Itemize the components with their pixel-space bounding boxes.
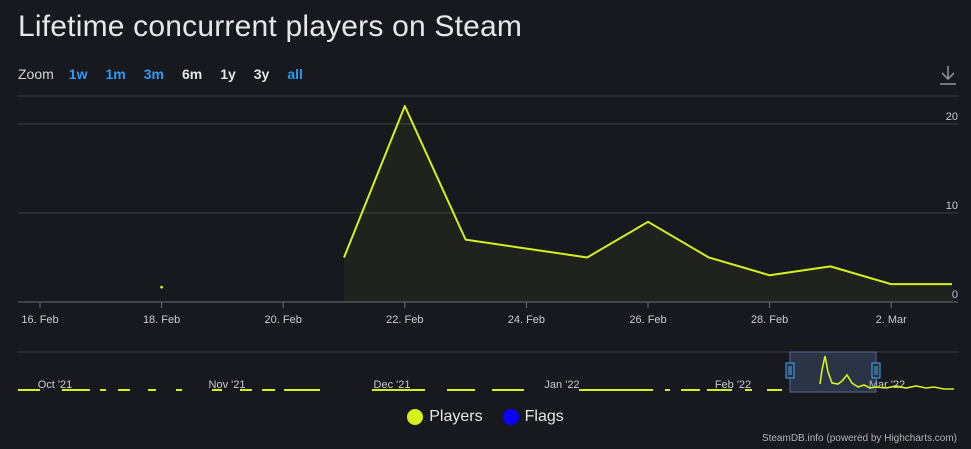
x-tick-label: 16. Feb	[21, 314, 58, 326]
zoom-label: Zoom	[18, 66, 54, 82]
zoom-selector: Zoom 1w 1m 3m 6m 1y 3y all	[18, 66, 312, 82]
navigator-label: Jan '22	[544, 379, 579, 391]
navigator-series-line	[819, 355, 954, 390]
y-axis: 0 10 20	[946, 111, 958, 301]
zoom-1w-button[interactable]: 1w	[68, 66, 88, 82]
x-axis: 16. Feb 18. Feb 20. Feb 22. Feb 24. Feb 26. F…	[18, 301, 958, 326]
zoom-all-button[interactable]: all	[287, 66, 303, 82]
players-line	[343, 105, 952, 286]
x-tick-label: 24. Feb	[508, 314, 545, 326]
zoom-6m-button[interactable]: 6m	[181, 66, 203, 82]
navigator-label: Feb '22	[715, 379, 751, 391]
legend-players-label: Players	[429, 408, 483, 425]
zoom-3m-button[interactable]: 3m	[143, 66, 164, 82]
navigator-label: Oct '21	[38, 379, 73, 391]
chart-title: Lifetime concurrent players on Steam	[18, 10, 523, 43]
legend-players-marker	[407, 409, 424, 425]
legend-item-flags[interactable]: Flags	[502, 408, 564, 426]
x-tick-label: 2. Mar	[876, 314, 908, 326]
chart-series	[160, 105, 953, 302]
zoom-1y-button[interactable]: 1y	[220, 66, 236, 82]
navigator-label: Nov '21	[209, 379, 246, 391]
x-tick-label: 18. Feb	[143, 314, 180, 326]
y-tick-label: 10	[946, 200, 958, 212]
navigator: Oct '21 Nov '21 Dec '21 Jan '22 Feb '22 Mar '…	[18, 351, 958, 393]
handle-body	[871, 362, 881, 379]
x-tick-label: 26. Feb	[629, 314, 666, 326]
legend-flags-label: Flags	[524, 408, 564, 425]
x-tick-label: 28. Feb	[751, 314, 788, 326]
zoom-3y-button[interactable]: 3y	[253, 66, 270, 82]
y-tick-label: 20	[946, 111, 958, 123]
navigator-handle-right[interactable]	[871, 362, 881, 379]
x-tick-label: 22. Feb	[386, 314, 423, 326]
players-area	[344, 106, 952, 302]
handle-body	[785, 362, 795, 379]
credits-link[interactable]: SteamDB.info (powered by Highcharts.com)	[761, 433, 957, 444]
navigator-label: Dec '21	[374, 379, 411, 391]
navigator-label: Mar '22	[869, 379, 905, 391]
download-icon[interactable]	[938, 64, 958, 91]
zoom-1m-button[interactable]: 1m	[105, 66, 126, 82]
y-tick-label: 0	[952, 289, 958, 301]
legend-flags-marker	[502, 409, 519, 425]
x-tick-label: 20. Feb	[265, 314, 302, 326]
players-point-isolated	[160, 285, 164, 289]
navigator-handle-left[interactable]	[785, 362, 795, 379]
legend-item-players[interactable]: Players	[407, 408, 483, 426]
legend: Players Flags	[0, 408, 971, 426]
